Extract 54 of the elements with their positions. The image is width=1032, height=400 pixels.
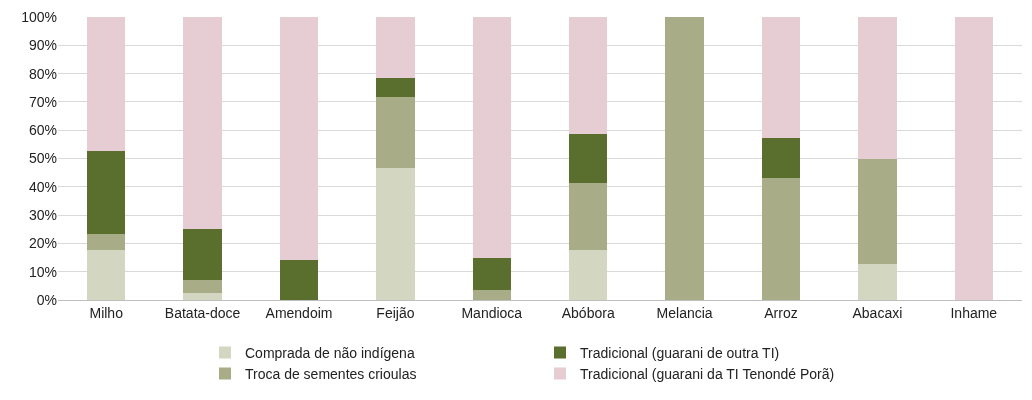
legend-label: Comprada de não indígena xyxy=(245,344,415,361)
x-tick-label: Milho xyxy=(89,304,124,321)
bar xyxy=(858,264,897,300)
legend-label: Tradicional (guarani de outra TI) xyxy=(580,344,780,361)
bar xyxy=(568,249,608,300)
legend-label: Tradicional (guarani da TI Tenondé Porã) xyxy=(580,366,835,383)
y-tick-label: 0% xyxy=(36,291,57,308)
y-tick-label: 60% xyxy=(28,122,57,139)
bar xyxy=(183,292,222,300)
bar xyxy=(761,138,801,178)
bar xyxy=(183,280,222,293)
bar xyxy=(858,17,897,159)
bar xyxy=(86,250,126,300)
x-tick-label: Melancia xyxy=(656,304,713,321)
bar xyxy=(858,158,897,265)
bar xyxy=(954,17,994,300)
bar xyxy=(376,97,415,169)
bar xyxy=(568,133,608,184)
bar xyxy=(376,168,415,300)
bar xyxy=(665,17,704,300)
x-tick-label: Amendoim xyxy=(265,304,333,321)
bar xyxy=(568,17,608,134)
bar xyxy=(86,151,126,235)
x-tick-label: Batata-doce xyxy=(164,304,241,321)
bar xyxy=(183,17,222,230)
bar xyxy=(86,17,126,152)
x-tick-label: Arroz xyxy=(764,304,798,321)
bar xyxy=(86,234,126,251)
bar xyxy=(279,17,319,260)
y-tick-label: 80% xyxy=(28,65,57,82)
y-tick-label: 70% xyxy=(28,93,57,110)
bar xyxy=(472,289,512,300)
bar xyxy=(376,77,415,98)
bar xyxy=(761,17,801,139)
y-tick-label: 50% xyxy=(28,150,57,167)
x-tick-label: Abacaxi xyxy=(852,304,903,321)
y-tick-label: 40% xyxy=(28,178,57,195)
y-tick-label: 10% xyxy=(28,263,57,280)
bar xyxy=(376,17,415,78)
bar xyxy=(568,183,608,250)
y-tick-label: 20% xyxy=(28,235,57,252)
x-tick-label: Mandioca xyxy=(461,304,523,321)
x-tick-label: Feijão xyxy=(376,304,415,321)
y-tick-label: 30% xyxy=(28,207,57,223)
x-tick-label: Abóbora xyxy=(561,304,615,321)
bar xyxy=(472,17,512,259)
bar xyxy=(279,259,319,300)
bar xyxy=(761,177,801,300)
legend-label: Troca de sementes crioulas xyxy=(245,366,417,383)
y-tick-label: 100% xyxy=(21,8,57,25)
bar xyxy=(183,229,222,281)
y-tick-label: 90% xyxy=(28,37,57,54)
x-tick-label: Inhame xyxy=(950,304,998,321)
bar xyxy=(472,258,512,290)
